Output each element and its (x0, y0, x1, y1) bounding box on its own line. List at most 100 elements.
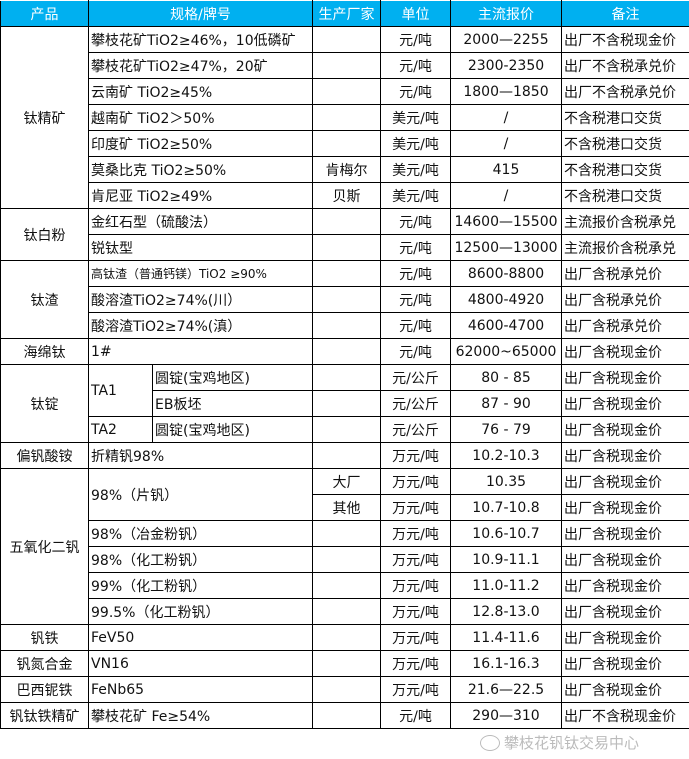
maker-cell (312, 208, 381, 235)
note-cell: 出厂不含税承兑价 (561, 52, 689, 79)
table-row: 钛精矿 攀枝花矿TiO2≥46%，10低磷矿 元/吨 2000—2255 出厂不含税现金… (0, 26, 689, 209)
unit-cell: 万元/吨 (380, 546, 451, 573)
maker-cell (312, 624, 381, 651)
note-cell: 主流报价含税承兑 (561, 234, 689, 261)
price-cell: 10.35 (450, 468, 562, 495)
table-row: 99%（化工粉钒） 万元/吨 11.0-11.2 出厂含税现金价 (1, 572, 689, 599)
note-cell: 出厂含税现金价 (561, 598, 689, 625)
price-cell: 8600-8800 (450, 260, 562, 287)
price-cell: 80 - 85 (450, 364, 562, 391)
note-cell: 出厂含税现金价 (561, 494, 689, 521)
note-cell: 出厂含税现金价 (561, 520, 689, 547)
note-cell: 出厂不含税现金价 (561, 702, 689, 729)
unit-cell: 美元/吨 (380, 104, 451, 131)
table-row: 钒铁 FeV50 万元/吨 11.4-11.6 出厂含税现金价 (0, 624, 689, 651)
table-row: 钒钛铁精矿 攀枝花矿 Fe≥54% 元/吨 290—310 出厂不含税现金价 (0, 702, 689, 729)
spec-cell: 1# (88, 338, 313, 365)
note-cell: 出厂含税承兑价 (561, 286, 689, 313)
price-cell: 2000—2255 (450, 26, 562, 53)
product-cell: 钒氮合金 (0, 650, 89, 677)
price-cell: / (450, 104, 562, 131)
table-row: 肯尼亚 TiO2≥49% 贝斯 美元/吨 / 不含税港口交货 (1, 182, 689, 209)
unit-cell: 元/吨 (380, 702, 451, 729)
maker-cell (312, 52, 381, 79)
table-row: 钛锭 TA1 圆锭(宝鸡地区) 元/公斤 80 - 85 出厂含税现金价 (0, 364, 689, 443)
maker-cell (312, 78, 381, 105)
unit-cell: 元/公斤 (380, 364, 451, 391)
price-cell: 76 - 79 (450, 416, 562, 443)
spec-cell: 越南矿 TiO2＞50% (88, 104, 313, 131)
note-cell: 不含税港口交货 (561, 130, 689, 157)
spec-cell: VN16 (88, 650, 313, 677)
spec-cell: FeNb65 (88, 676, 313, 703)
maker-cell (312, 416, 381, 443)
header-spec: 规格/牌号 (88, 0, 313, 27)
price-cell: / (450, 130, 562, 157)
spec-cell: 99%（化工粉钒） (88, 572, 313, 599)
spec-cell: 攀枝花矿 Fe≥54% (88, 702, 313, 729)
price-cell: 10.6-10.7 (450, 520, 562, 547)
price-cell: 11.0-11.2 (450, 572, 562, 599)
header-price: 主流报价 (450, 0, 562, 27)
header-unit: 单位 (380, 0, 451, 27)
spec-cell: 攀枝花矿TiO2≥46%，10低磷矿 (88, 26, 313, 53)
price-cell: 10.7-10.8 (450, 494, 562, 521)
unit-cell: 元/吨 (380, 312, 451, 339)
price-cell: 16.1-16.3 (450, 650, 562, 677)
unit-cell: 万元/吨 (380, 624, 451, 651)
spec-cell: 圆锭(宝鸡地区) (152, 364, 313, 391)
spec-cell: 印度矿 TiO2≥50% (88, 130, 313, 157)
price-cell: 4800-4920 (450, 286, 562, 313)
unit-cell: 万元/吨 (380, 572, 451, 599)
table-row: 巴西铌铁 FeNb65 万元/吨 21.6—22.5 出厂含税现金价 (0, 676, 689, 703)
maker-cell: 贝斯 (312, 182, 381, 209)
unit-cell: 万元/吨 (380, 494, 451, 521)
product-cell: 海绵钛 (0, 338, 89, 365)
unit-cell: 美元/吨 (380, 182, 451, 209)
price-cell: 1800—1850 (450, 78, 562, 105)
product-cell: 钛精矿 (0, 26, 89, 209)
note-cell: 不含税港口交货 (561, 104, 689, 131)
unit-cell: 元/公斤 (380, 390, 451, 417)
spec-cell: 云南矿 TiO2≥45% (88, 78, 313, 105)
price-cell: 12.8-13.0 (450, 598, 562, 625)
note-cell: 出厂含税现金价 (561, 468, 689, 495)
table-row: 印度矿 TiO2≥50% 美元/吨 / 不含税港口交货 (1, 130, 689, 157)
maker-cell (312, 546, 381, 573)
note-cell: 出厂含税承兑价 (561, 312, 689, 339)
product-cell: 钛锭 (0, 364, 89, 443)
maker-cell (312, 390, 381, 417)
header-row: 产品 规格/牌号 生产厂家 单位 主流报价 备注 (0, 0, 689, 27)
note-cell: 出厂不含税承兑价 (561, 78, 689, 105)
unit-cell: 万元/吨 (380, 598, 451, 625)
header-note: 备注 (561, 0, 689, 27)
watermark: 攀枝花钒钛交易中心 (480, 732, 639, 753)
maker-cell: 肯梅尔 (312, 156, 381, 183)
spec-cell: 99.5%（化工粉钒） (88, 598, 313, 625)
note-cell: 不含税港口交货 (561, 156, 689, 183)
table-row: 其他 万元/吨 10.7-10.8 出厂含税现金价 (1, 494, 689, 521)
product-cell: 偏钒酸铵 (0, 442, 89, 469)
product-cell: 五氧化二钒 (0, 468, 89, 625)
product-cell: 钒钛铁精矿 (0, 702, 89, 729)
table-row: 偏钒酸铵 折精钒98% 万元/吨 10.2-10.3 出厂含税现金价 (0, 442, 689, 469)
note-cell: 出厂含税现金价 (561, 624, 689, 651)
wechat-icon (480, 734, 500, 751)
unit-cell: 元/吨 (380, 338, 451, 365)
note-cell: 出厂含税现金价 (561, 546, 689, 573)
price-cell: 10.2-10.3 (450, 442, 562, 469)
table-row: 五氧化二钒 98%（片钒） 大厂 万元/吨 10.35 出厂含税现金价 (0, 468, 689, 625)
note-cell: 出厂不含税现金价 (561, 26, 689, 53)
maker-cell (312, 338, 381, 365)
grade-cell: TA1 (88, 364, 153, 417)
maker-cell (312, 572, 381, 599)
maker-cell (312, 364, 381, 391)
note-cell: 出厂含税现金价 (561, 650, 689, 677)
price-cell: 415 (450, 156, 562, 183)
price-cell: 87 - 90 (450, 390, 562, 417)
maker-cell (312, 650, 381, 677)
maker-cell (312, 520, 381, 547)
unit-cell: 万元/吨 (380, 520, 451, 547)
price-cell: 2300-2350 (450, 52, 562, 79)
unit-cell: 元/公斤 (380, 416, 451, 443)
